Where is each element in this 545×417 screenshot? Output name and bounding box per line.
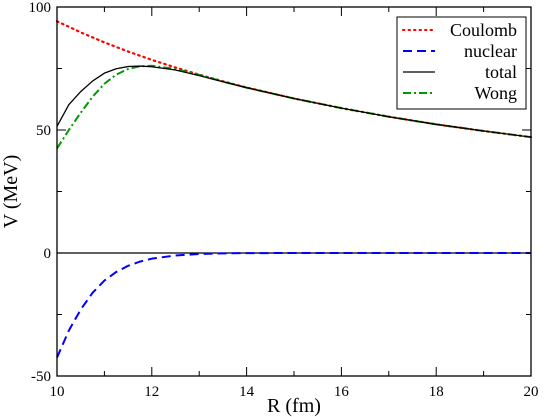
x-tick-label: 12: [144, 384, 159, 400]
y-tick-label: -50: [31, 369, 51, 385]
x-tick-label: 18: [429, 384, 444, 400]
legend-label-coulomb: Coulomb: [450, 20, 517, 40]
series-line-nuclear: [56, 252, 531, 358]
series-line-total: [56, 65, 532, 138]
legend-label-nuclear: nuclear: [464, 41, 517, 61]
legend-label-total: total: [485, 62, 517, 82]
axis-ticks: [56, 6, 532, 377]
legend-box: [396, 16, 527, 110]
x-tick-label: 10: [50, 384, 65, 400]
plot-lines: [55, 20, 533, 358]
x-tick-label: 14: [239, 384, 255, 400]
legend-label-wong: Wong: [474, 83, 517, 103]
x-axis-title: R (fm): [267, 395, 321, 417]
x-tick-label: 20: [524, 384, 539, 400]
tick-labels: 10 12 14 16 18 20 -50 0 50 100: [29, 0, 539, 400]
y-tick-label: 100: [29, 0, 52, 16]
y-tick-label: 50: [36, 123, 51, 139]
x-tick-label: 16: [334, 384, 350, 400]
y-axis-title: V (MeV): [0, 155, 22, 229]
y-tick-label: 0: [44, 246, 52, 262]
